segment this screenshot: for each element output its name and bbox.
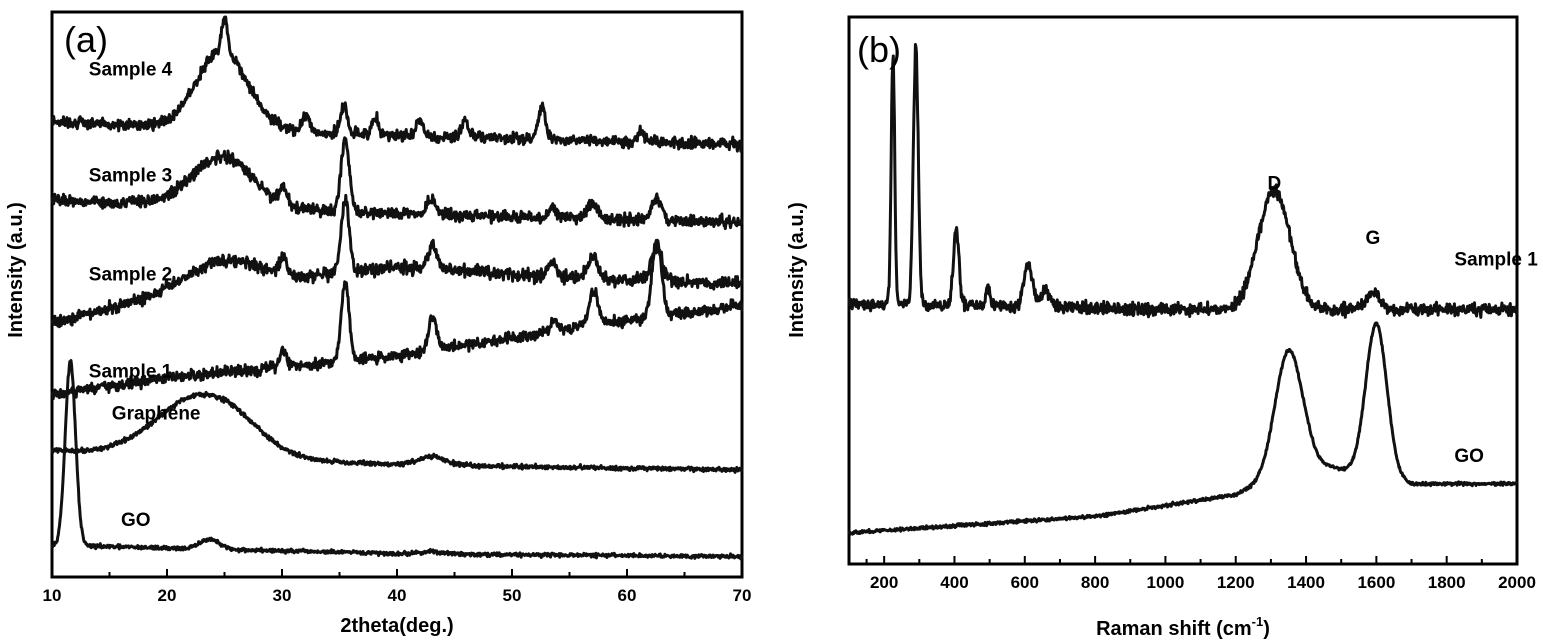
xrd-series-sample-4 [50,15,744,153]
xrd-series-sample-2 [50,193,744,329]
xrd-series-go [50,359,744,561]
xrd-x-ticks: 10 20 30 40 50 60 70 [43,569,752,605]
xrd-label-sample-2: Sample 2 [89,265,172,286]
raman-peak-label-d: D [1268,173,1282,194]
raman-x-tick-label: 1800 [1428,573,1466,592]
xrd-label-graphene: Graphene [112,404,201,425]
raman-x-axis-title-sup: -1 [1252,614,1264,629]
raman-panel: 200 400 600 800 1000 1200 1400 1600 1800 2000 GO S… [786,15,1538,640]
raman-x-axis-title-end: ) [1263,618,1270,640]
raman-x-tick-label: 1400 [1287,573,1325,592]
xrd-x-tick-label: 30 [273,586,292,605]
xrd-label-sample-1: Sample 1 [89,362,173,383]
raman-series-labels: GO Sample 1 [1454,250,1538,467]
raman-x-tick-label: 600 [1011,573,1039,592]
xrd-series-sample-1 [50,238,744,401]
raman-series-sample-1 [847,43,1519,319]
xrd-series-labels: GO Graphene Sample 1 Sample 2 Sample 3 Sample… [89,60,201,531]
xrd-x-tick-label: 20 [158,586,177,605]
xrd-label-go: GO [121,510,151,531]
xrd-x-tick-label: 50 [503,586,522,605]
raman-x-ticks: 200 400 600 800 1000 1200 1400 1600 1800 2000 [865,556,1536,592]
xrd-x-axis-title: 2theta(deg.) [340,615,453,637]
raman-x-axis-title-main: Raman shift (cm [1096,618,1252,640]
raman-plot-frame [847,15,1519,566]
raman-label-sample-1: Sample 1 [1454,250,1538,271]
xrd-y-axis-title: Intensity (a.u.) [5,202,27,338]
xrd-series-graphene [50,390,744,474]
raman-panel-label: (b) [857,29,901,70]
raman-peak-label-g: G [1366,228,1381,249]
raman-x-tick-label: 1000 [1147,573,1185,592]
xrd-series-sample-3 [50,136,744,231]
xrd-x-tick-label: 10 [43,586,62,605]
raman-y-axis-title: Intensity (a.u.) [786,202,808,338]
raman-peak-annotations: DG [1268,173,1381,249]
xrd-curves [50,15,744,561]
raman-series-go [847,321,1519,536]
raman-x-tick-label: 1200 [1217,573,1255,592]
raman-x-axis-title: Raman shift (cm-1) [1096,614,1270,640]
xrd-label-sample-4: Sample 4 [89,60,173,81]
raman-x-tick-label: 400 [940,573,968,592]
xrd-panel-label: (a) [64,19,108,60]
raman-x-tick-label: 200 [870,573,898,592]
xrd-x-tick-label: 70 [733,586,752,605]
xrd-label-sample-3: Sample 3 [89,165,172,186]
xrd-x-tick-label: 60 [618,586,637,605]
raman-x-tick-label: 2000 [1498,573,1536,592]
xrd-panel: 10 20 30 40 50 60 70 GO Graphene Sample 1 Sample … [5,10,752,637]
raman-label-go: GO [1454,446,1484,467]
xrd-x-tick-label: 40 [388,586,407,605]
raman-x-tick-label: 1600 [1357,573,1395,592]
raman-x-tick-label: 800 [1081,573,1109,592]
raman-curves [847,43,1519,536]
